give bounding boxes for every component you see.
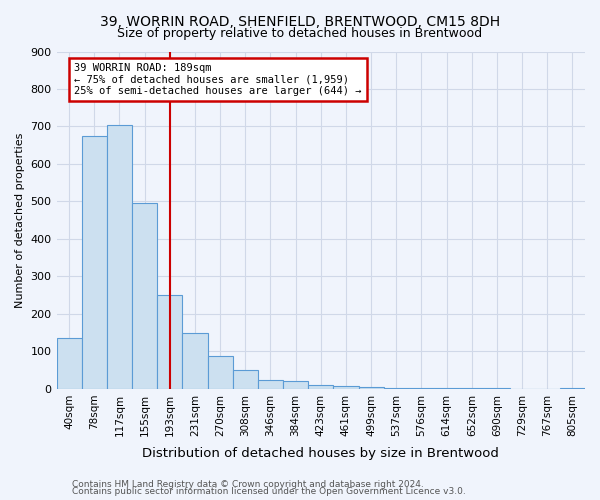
Bar bbox=[233, 370, 258, 389]
X-axis label: Distribution of detached houses by size in Brentwood: Distribution of detached houses by size … bbox=[142, 447, 499, 460]
Bar bbox=[334, 386, 359, 389]
Text: Size of property relative to detached houses in Brentwood: Size of property relative to detached ho… bbox=[118, 28, 482, 40]
Y-axis label: Number of detached properties: Number of detached properties bbox=[15, 132, 25, 308]
Bar bbox=[258, 380, 283, 389]
Bar bbox=[383, 388, 409, 389]
Bar bbox=[409, 388, 434, 389]
Bar bbox=[359, 387, 383, 389]
Bar bbox=[107, 124, 132, 389]
Bar bbox=[157, 295, 182, 389]
Text: Contains HM Land Registry data © Crown copyright and database right 2024.: Contains HM Land Registry data © Crown c… bbox=[72, 480, 424, 489]
Bar bbox=[56, 338, 82, 389]
Bar bbox=[308, 385, 334, 389]
Bar bbox=[560, 388, 585, 389]
Bar bbox=[434, 388, 459, 389]
Bar bbox=[283, 382, 308, 389]
Bar bbox=[132, 204, 157, 389]
Bar bbox=[182, 332, 208, 389]
Bar bbox=[208, 356, 233, 389]
Bar bbox=[459, 388, 484, 389]
Bar bbox=[484, 388, 509, 389]
Text: 39, WORRIN ROAD, SHENFIELD, BRENTWOOD, CM15 8DH: 39, WORRIN ROAD, SHENFIELD, BRENTWOOD, C… bbox=[100, 15, 500, 29]
Text: Contains public sector information licensed under the Open Government Licence v3: Contains public sector information licen… bbox=[72, 487, 466, 496]
Bar bbox=[82, 136, 107, 389]
Text: 39 WORRIN ROAD: 189sqm
← 75% of detached houses are smaller (1,959)
25% of semi-: 39 WORRIN ROAD: 189sqm ← 75% of detached… bbox=[74, 62, 362, 96]
